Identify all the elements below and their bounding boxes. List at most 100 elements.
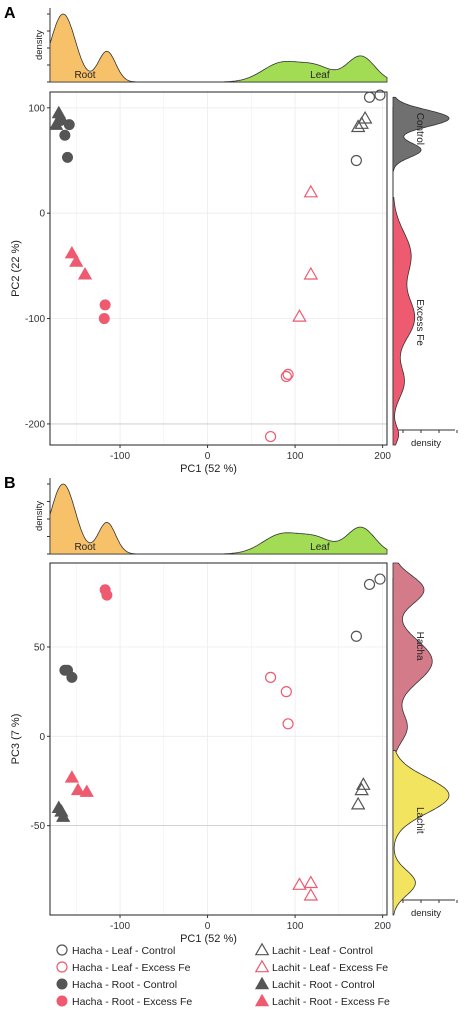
panel-a-point-lachit-root-excess-fe [77, 266, 93, 280]
panel-a-point-hacha-leaf-control [363, 91, 376, 103]
panel-b-top-density-axis-title: density [34, 501, 45, 531]
panel-a-point-hacha-root-excess-fe [99, 299, 111, 311]
legend-key-lachit-leaf-excess-fe [254, 959, 270, 973]
legend-label-lachit-root-control: Lachit - Root - Control [272, 979, 375, 991]
panel-b-x-axis-title: PC1 (52 %) [180, 933, 237, 945]
panel-a-y-tick-label: -100 [25, 314, 45, 325]
panel-b-point-hacha-leaf-control [374, 573, 386, 585]
panel-a-point-hacha-root-control [59, 129, 71, 141]
panel-b-side-density-label-hacha: Hacha [414, 632, 425, 661]
panel-a-point-lachit-leaf-excess-fe [303, 184, 319, 198]
panel-b-y-tick-label: -50 [31, 821, 46, 832]
panel-a-plot-border [49, 91, 388, 446]
panel-a-x-tick-label: -100 [110, 451, 130, 462]
panel-b-point-hacha-leaf-control [363, 578, 376, 591]
panel-a-point-lachit-leaf-excess-fe [303, 266, 319, 280]
panel-b-top-density-label-leaf: Leaf [310, 542, 330, 553]
panel-b-point-hacha-leaf-excess-fe [264, 671, 277, 683]
legend-label-lachit-leaf-control: Lachit - Leaf - Control [272, 945, 373, 957]
panel-b-point-hacha-root-control [66, 671, 78, 683]
panel-b-label: B [4, 475, 16, 492]
panel-a-side-density-label-excess-fe: Excess Fe [414, 299, 425, 346]
panel-a-top-density-leaf [223, 55, 388, 83]
legend-key-lachit-root-excess-fe [254, 993, 270, 1007]
panel-a-side-density-label-control: Control [414, 113, 425, 145]
panel-b-side-density-lachit [392, 750, 450, 916]
panel-b-point-lachit-root-excess-fe [79, 784, 94, 797]
panel-a-point-hacha-leaf-excess-fe [282, 368, 294, 380]
panel-b-point-hacha-root-excess-fe [101, 589, 113, 601]
panel-b-side-density: density Hacha Lachit [392, 562, 458, 919]
panel-a-point-hacha-leaf-control [374, 89, 386, 101]
panel-b-x-tick-label: 200 [374, 921, 391, 932]
legend-label-lachit-leaf-excess-fe: Lachit - Leaf - Excess Fe [272, 962, 388, 974]
legend-label-lachit-root-excess-fe: Lachit - Root - Excess Fe [272, 996, 390, 1008]
panel-a-point-lachit-leaf-control [350, 119, 366, 133]
panel-a-point-lachit-root-control [54, 111, 69, 124]
panel-b-point-lachit-leaf-excess-fe [292, 877, 307, 890]
panel-b-point-hacha-leaf-control [350, 630, 362, 642]
panel-b-side-density-axis-title: density [411, 908, 441, 919]
panel-b-point-lachit-leaf-control [350, 796, 366, 810]
panel-b-point-lachit-leaf-excess-fe [303, 875, 319, 889]
panel-b-side-density-hacha [392, 562, 433, 781]
panel-b-point-lachit-root-excess-fe [70, 782, 86, 796]
panel-a-plot-bg [50, 92, 387, 445]
panel-a-x-axis-title: PC1 (52 %) [180, 463, 237, 475]
legend-label-hacha-leaf-excess-fe: Hacha - Leaf - Excess Fe [72, 962, 191, 974]
panel-a-side-density-control [392, 96, 450, 172]
panel-a-side-density-excess-fe [392, 197, 416, 446]
panel-a-x-tick-label: 200 [374, 451, 391, 462]
legend-label-hacha-root-excess-fe: Hacha - Root - Excess Fe [72, 996, 192, 1008]
panel-a-x-tick-label: 0 [205, 451, 211, 462]
panel-a: A density Root Leaf -100 0 100 200 100 0 -100 -20… [4, 5, 458, 475]
panel-b-point-lachit-leaf-control [356, 777, 371, 790]
panel-a-point-hacha-leaf-control [350, 154, 362, 167]
panel-b-scatter: -100 0 100 200 50 0 -50 PC1 (52 %) PC3 (7 %) [10, 562, 391, 945]
legend-key-hacha-leaf-control [56, 944, 68, 956]
panel-b-plot-border [49, 562, 388, 916]
panel-b-point-lachit-root-control [56, 809, 71, 822]
panel-a-y-tick-label: 100 [28, 103, 45, 114]
panel-a-point-hacha-leaf-excess-fe [280, 370, 292, 383]
panel-a-side-density-axis-title: density [411, 438, 441, 449]
legend-label-hacha-root-control: Hacha - Root - Control [72, 979, 177, 991]
panel-a-side-density: density Control Excess Fe [392, 96, 458, 449]
panel-b-y-tick-label: 50 [34, 642, 46, 653]
panel-a-top-density-label-leaf: Leaf [310, 70, 330, 81]
legend: Hacha - Leaf - Control Lachit - Leaf - Co… [56, 942, 390, 1008]
legend-key-hacha-leaf-excess-fe [56, 961, 68, 973]
panel-a-x-tick-label: 100 [287, 451, 304, 462]
panel-a-y-axis-title: PC2 (22 %) [10, 240, 22, 297]
legend-key-lachit-leaf-control [254, 942, 270, 956]
panel-a-point-hacha-root-control [62, 151, 74, 163]
panel-a-point-lachit-root-excess-fe [64, 245, 79, 259]
panel-b-x-tick-label: 100 [287, 921, 304, 932]
panel-a-top-density-label-root: Root [74, 70, 95, 81]
panel-a-top-density-root [49, 13, 144, 83]
panel-b-top-density-label-root: Root [74, 542, 95, 553]
panel-b-point-hacha-leaf-excess-fe [280, 686, 292, 698]
legend-key-hacha-root-control [56, 978, 68, 990]
panel-b-x-tick-label: -100 [110, 921, 130, 932]
panel-a-top-density: density Root Leaf [34, 8, 388, 83]
panel-b-x-tick-label: 0 [205, 921, 211, 932]
legend-label-hacha-leaf-control: Hacha - Leaf - Control [72, 945, 175, 957]
panel-b-y-axis-title: PC3 (7 %) [10, 714, 22, 765]
panel-a-label: A [4, 5, 16, 22]
panel-a-y-tick-label: 0 [39, 209, 45, 220]
panel-a-point-hacha-root-excess-fe [98, 313, 110, 325]
panel-a-point-hacha-leaf-excess-fe [264, 430, 277, 443]
panel-a-point-lachit-leaf-control [357, 110, 373, 124]
panel-b-top-density-root [49, 483, 144, 555]
panel-b-plot-bg [50, 563, 387, 915]
panel-a-scatter: -100 0 100 200 100 0 -100 -200 PC1 (52 %) PC2 (22… [10, 89, 391, 475]
panel-b-y-tick-label: 0 [39, 732, 45, 743]
legend-key-hacha-root-excess-fe [56, 995, 68, 1007]
panel-a-point-lachit-leaf-excess-fe [292, 308, 307, 322]
panel-b: B density Root Leaf -100 0 100 200 50 0 -50 PC1 (… [4, 475, 458, 945]
panel-b-side-density-label-lachit: Lachit [414, 807, 425, 834]
panel-a-top-density-axis-title: density [34, 30, 45, 60]
panel-b-point-hacha-leaf-excess-fe [282, 718, 294, 730]
